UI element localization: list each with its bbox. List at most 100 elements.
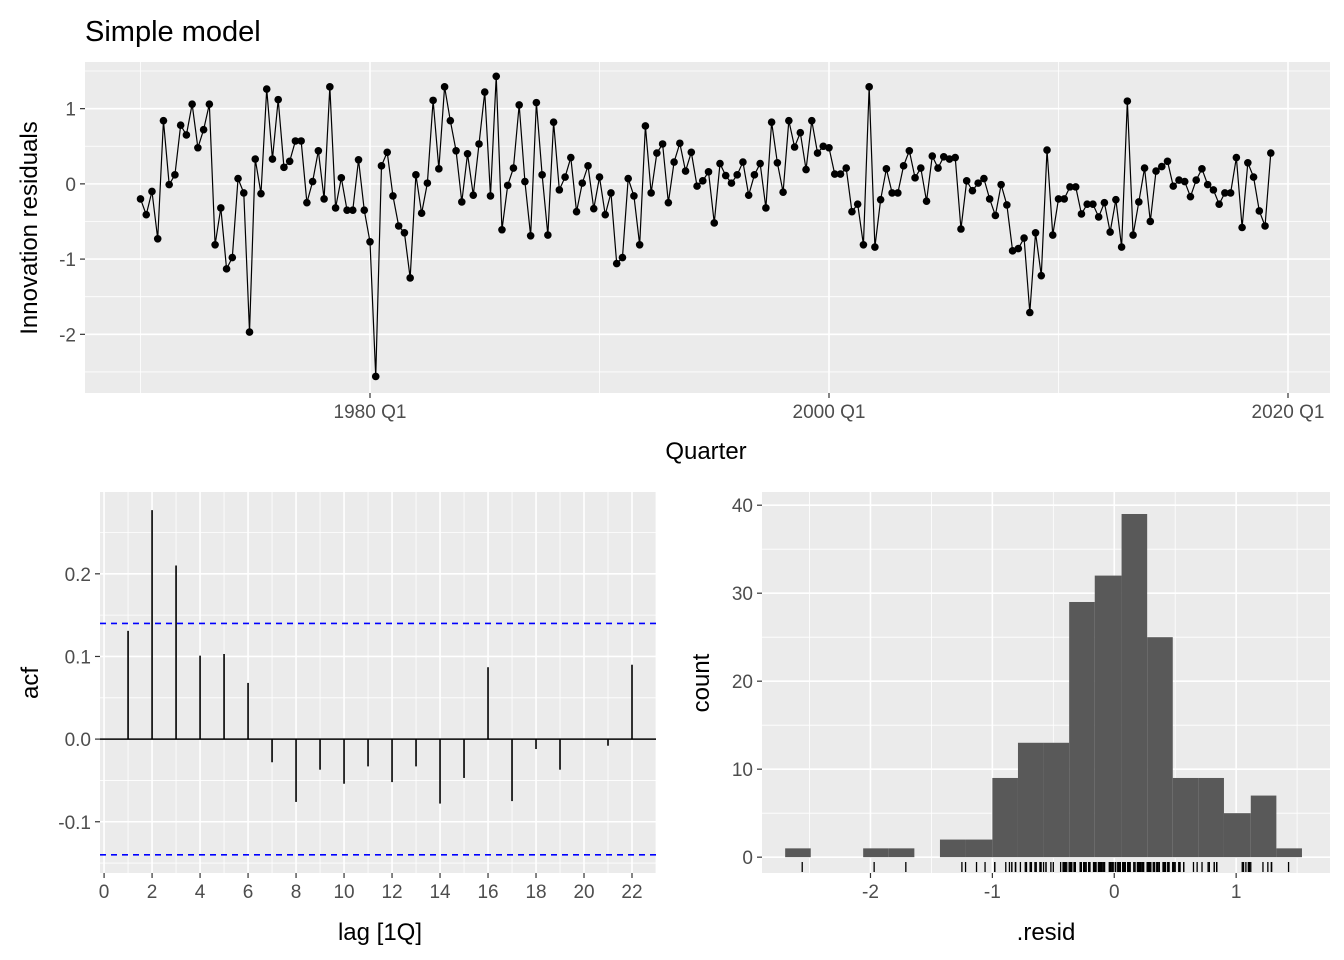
residual-point (182, 131, 191, 139)
residual-point (285, 157, 294, 166)
residual-point (1221, 189, 1229, 197)
residual-point (962, 177, 971, 185)
histogram-bar (1172, 777, 1199, 858)
residual-point (1031, 228, 1040, 237)
residual-point (676, 139, 684, 148)
residual-point (268, 155, 277, 163)
residual-point (664, 198, 673, 207)
residual-point (1192, 176, 1200, 184)
residual-point (1203, 180, 1212, 189)
residual-point (802, 165, 810, 174)
residual-point (228, 253, 237, 262)
residual-point (400, 228, 409, 237)
y-tick-label: 0.0 (65, 730, 91, 751)
residuals-time-plot: 1980 Q1 2000 Q1 2020 Q1 -2 -1 0 1 (59, 62, 1330, 423)
histogram-bar (1147, 637, 1173, 858)
residual-point (756, 159, 764, 168)
residual-point (991, 211, 1000, 220)
residual-point (1261, 222, 1269, 230)
residual-point (515, 101, 523, 109)
residual-point (1123, 97, 1132, 105)
residual-point (744, 191, 753, 199)
x-tick-label: 12 (381, 882, 402, 903)
residual-point (509, 164, 518, 172)
residual-point (1037, 271, 1046, 280)
residual-point (945, 155, 954, 163)
residual-point (257, 189, 265, 198)
residual-point (630, 192, 638, 200)
histogram-bar (1276, 848, 1302, 858)
chart-title: Simple model (85, 16, 261, 48)
residual-point (762, 204, 770, 212)
residual-point (234, 174, 242, 183)
residual-point (159, 116, 168, 125)
histogram-bar (1223, 813, 1251, 858)
x-tick-label: 4 (195, 882, 206, 903)
residual-point (389, 192, 397, 200)
residual-point (435, 165, 443, 173)
residual-point (813, 149, 822, 157)
residual-point (957, 225, 965, 233)
residual-point (767, 118, 776, 126)
residual-point (1169, 182, 1178, 190)
residual-point (1215, 200, 1223, 208)
residual-point (572, 207, 581, 216)
residual-point (1255, 207, 1264, 215)
residual-point (1146, 217, 1155, 226)
panel-background (85, 62, 1330, 393)
histogram-bar (785, 848, 811, 858)
residual-point (217, 204, 225, 212)
y-tick-label: 10 (732, 760, 753, 781)
residual-point (371, 372, 380, 381)
residual-point (452, 146, 460, 155)
residual-point (727, 179, 736, 187)
residual-point (165, 180, 173, 189)
residual-point (716, 159, 724, 168)
histogram-bar (1069, 601, 1095, 858)
residual-point (635, 241, 644, 249)
y-axis-title-count: count (688, 653, 715, 712)
residual-point (538, 171, 546, 179)
residual-point (865, 83, 873, 91)
residual-point (314, 146, 323, 155)
residual-point (704, 168, 713, 176)
y-tick-label: 40 (732, 496, 753, 517)
residual-point (899, 162, 908, 170)
x-tick-label: 20 (573, 882, 594, 903)
residual-point (348, 206, 357, 214)
residual-point (142, 210, 151, 219)
residual-point (859, 241, 868, 249)
residual-point (176, 121, 185, 129)
residual-point (1008, 247, 1017, 255)
residual-point (331, 204, 340, 212)
residual-point (1129, 231, 1137, 239)
x-axis-title-quarter: Quarter (665, 438, 746, 465)
x-tick-label: 1 (1231, 882, 1242, 903)
residual-point (670, 158, 678, 166)
residual-point (446, 116, 455, 125)
residual-point (480, 88, 489, 96)
residual-point (911, 174, 919, 182)
residual-point (1112, 195, 1120, 204)
residual-point (205, 100, 214, 108)
residual-point (584, 162, 592, 170)
residual-point (819, 142, 828, 151)
residual-point (939, 152, 948, 161)
residual-point (555, 186, 564, 194)
residual-point (492, 72, 501, 81)
residual-point (1003, 201, 1011, 209)
residual-point (917, 164, 925, 172)
residual-point (968, 186, 977, 195)
residual-point (830, 170, 839, 178)
residual-point (1043, 146, 1051, 154)
residual-point (888, 189, 896, 197)
residual-point (997, 180, 1005, 189)
residual-point (440, 83, 449, 91)
residual-point (601, 210, 610, 219)
residual-point (836, 170, 845, 178)
residual-point (188, 100, 196, 108)
x-tick-label: 2000 Q1 (793, 402, 866, 423)
histogram-bar (888, 848, 915, 858)
residual-point (1071, 183, 1080, 191)
residual-point (199, 125, 208, 134)
